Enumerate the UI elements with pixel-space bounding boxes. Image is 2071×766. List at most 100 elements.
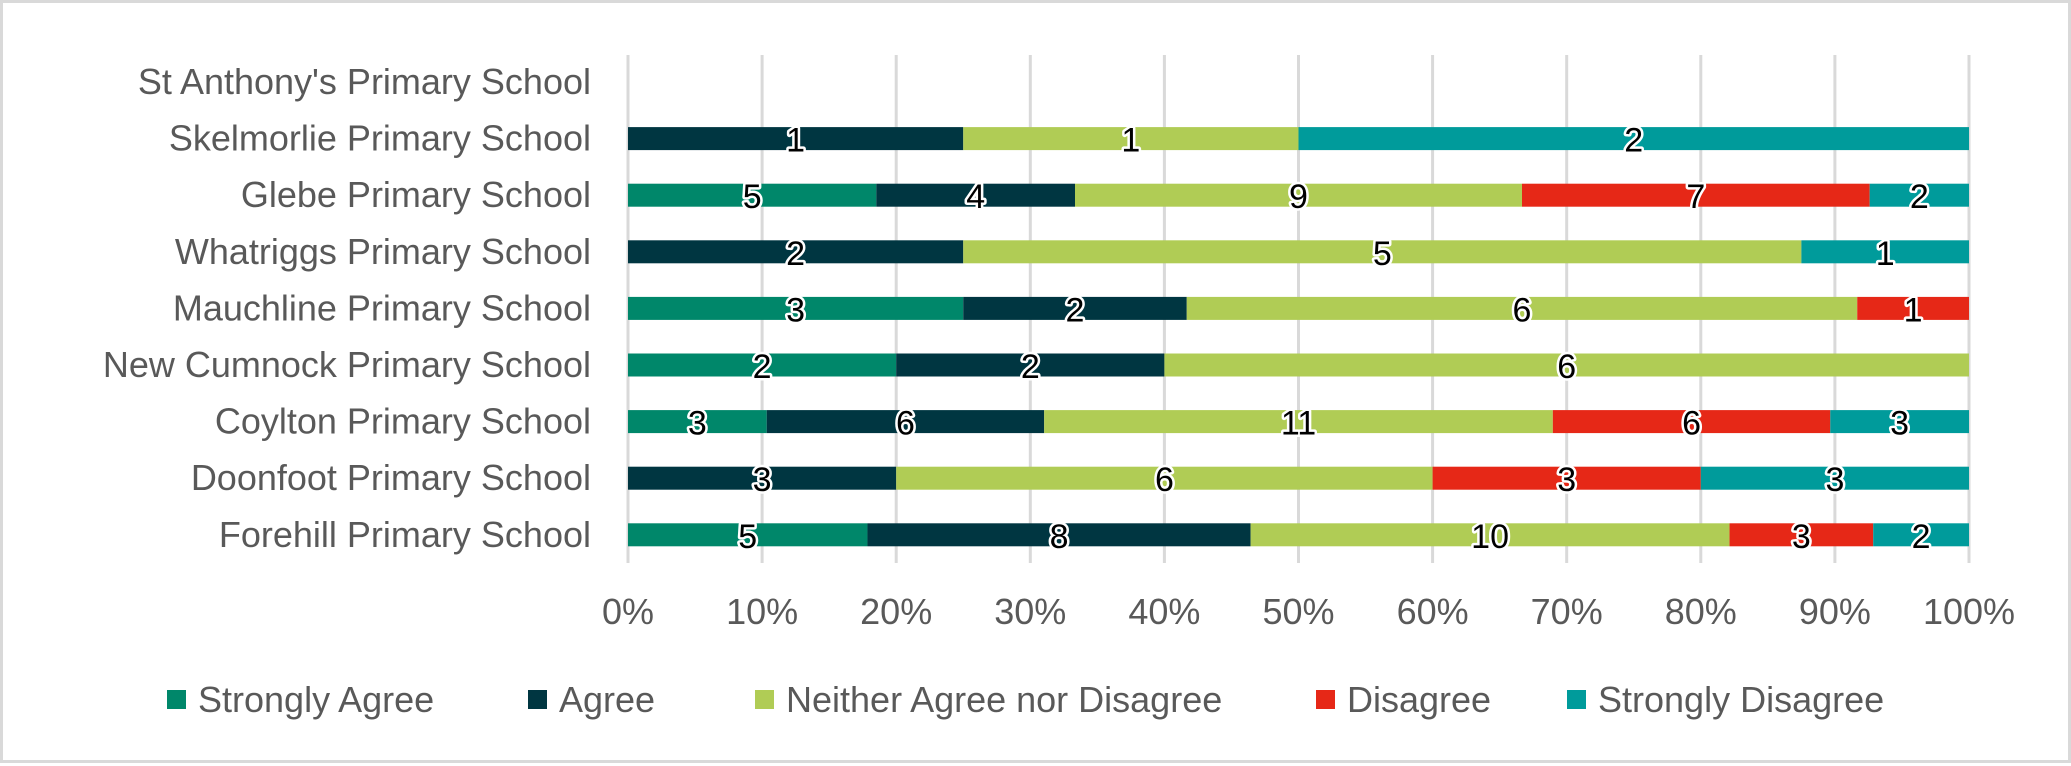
bar-segment (1298, 127, 1969, 151)
bar-segment (1186, 296, 1858, 320)
stacked-bar-chart: 1 1 25 4 9 7 22 5 13 2 6 12 2 63 6 11 6 33 6 3 35 8 10 3 2 St An… (103, 55, 2015, 720)
x-tick-label: 100% (1923, 591, 2015, 632)
data-label: 3 (786, 291, 805, 329)
data-label: 6 (896, 405, 915, 443)
legend-item: Strongly Agree (167, 679, 434, 720)
legend-label: Strongly Disagree (1598, 679, 1884, 720)
bars (628, 127, 1969, 547)
data-label: 2 (1910, 178, 1929, 216)
data-label: 2 (1021, 348, 1040, 386)
category-label: New Cumnock Primary School (103, 344, 591, 385)
data-label: 11 (1281, 405, 1316, 443)
legend-item: Agree (528, 679, 655, 720)
x-tick-label: 60% (1397, 591, 1469, 632)
legend-swatch (1567, 690, 1586, 709)
category-axis: St Anthony's Primary School Skelmorlie Pr… (103, 61, 591, 555)
legend-swatch (528, 690, 547, 709)
legend-label: Strongly Agree (198, 679, 434, 720)
data-label: 8 (1050, 518, 1069, 556)
data-label: 3 (1825, 461, 1844, 499)
bar-segment (766, 410, 1045, 434)
category-label: St Anthony's Primary School (138, 61, 591, 102)
bar-segment (628, 127, 964, 151)
bar-segment (896, 353, 1165, 377)
legend: Strongly Agree Agree Neither Agree nor Dis… (167, 679, 1884, 720)
bar-segment (1857, 296, 1969, 320)
data-label: 5 (743, 178, 762, 216)
bar-segment (1700, 466, 1969, 490)
legend-item: Strongly Disagree (1567, 679, 1884, 720)
bar-segment (628, 353, 897, 377)
data-label: 6 (1682, 405, 1701, 443)
bar-segment (628, 183, 877, 207)
bar-segment (1801, 240, 1969, 264)
data-label: 2 (753, 348, 772, 386)
bar-segment (867, 523, 1251, 547)
x-tick-label: 10% (726, 591, 798, 632)
bar-segment (628, 410, 767, 434)
data-label: 2 (1912, 518, 1931, 556)
data-label: 1 (786, 122, 805, 160)
data-label: 5 (1373, 235, 1392, 273)
data-label: 2 (1066, 291, 1085, 329)
data-label: 9 (1289, 178, 1308, 216)
data-label: 3 (688, 405, 707, 443)
data-label: 2 (1624, 122, 1643, 160)
bar-segment (628, 296, 964, 320)
category-label: Whatriggs Primary School (175, 231, 591, 272)
category-label: Coylton Primary School (215, 401, 591, 442)
category-label: Mauchline Primary School (173, 287, 591, 328)
data-label: 1 (1876, 235, 1895, 273)
legend-swatch (1316, 690, 1335, 709)
bar-segment (963, 127, 1299, 151)
bar-segment (1873, 523, 1969, 547)
category-label: Forehill Primary School (219, 514, 591, 555)
category-label: Doonfoot Primary School (191, 457, 591, 498)
bar-segment (1869, 183, 1969, 207)
bar-segment (628, 523, 868, 547)
data-label: 3 (753, 461, 772, 499)
x-tick-label: 50% (1262, 591, 1334, 632)
data-label: 3 (1792, 518, 1811, 556)
x-tick-label: 20% (860, 591, 932, 632)
bar-segment (1522, 183, 1870, 207)
bar-segment (896, 466, 1433, 490)
x-tick-label: 70% (1531, 591, 1603, 632)
data-label: 6 (1557, 348, 1576, 386)
bar-segment (1432, 466, 1701, 490)
legend-label: Agree (559, 679, 655, 720)
data-label: 1 (1121, 122, 1140, 160)
bar-segment (1075, 183, 1522, 207)
bar-segment (876, 183, 1075, 207)
legend-label: Disagree (1347, 679, 1491, 720)
bar-segment (1250, 523, 1730, 547)
bar-segment (963, 296, 1187, 320)
legend-swatch (167, 690, 186, 709)
data-label: 10 (1471, 518, 1509, 556)
category-label: Skelmorlie Primary School (169, 118, 591, 159)
data-labels: 1 1 25 4 9 7 22 5 13 2 6 12 2 63 6 11 6 33 6 3 35 8 10 3 2 (685, 119, 1933, 558)
bar-segment (628, 466, 897, 490)
bar-segment (1164, 353, 1969, 377)
bar-segment (1729, 523, 1874, 547)
bar-segment (628, 240, 964, 264)
bar-segment (1830, 410, 1969, 434)
category-label: Glebe Primary School (241, 174, 591, 215)
data-label: 2 (786, 235, 805, 273)
x-tick-label: 30% (994, 591, 1066, 632)
legend-swatch (755, 690, 774, 709)
data-label: 7 (1686, 178, 1705, 216)
data-label: 3 (1890, 405, 1909, 443)
data-label: 3 (1557, 461, 1576, 499)
value-axis: 0% 10% 20% 30% 40% 50% 60% 70% 80% 90% 100% (602, 591, 2015, 632)
legend-item: Disagree (1316, 679, 1491, 720)
data-label: 4 (966, 178, 985, 216)
x-tick-label: 40% (1128, 591, 1200, 632)
x-tick-label: 90% (1799, 591, 1871, 632)
x-tick-label: 0% (602, 591, 654, 632)
data-label: 6 (1513, 291, 1532, 329)
data-label: 1 (1904, 291, 1923, 329)
legend-item: Neither Agree nor Disagree (755, 679, 1222, 720)
data-label: 5 (738, 518, 757, 556)
